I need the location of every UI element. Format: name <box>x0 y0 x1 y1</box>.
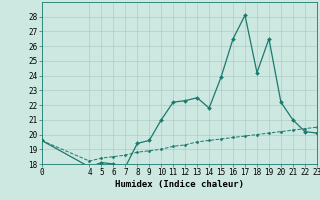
X-axis label: Humidex (Indice chaleur): Humidex (Indice chaleur) <box>115 180 244 189</box>
